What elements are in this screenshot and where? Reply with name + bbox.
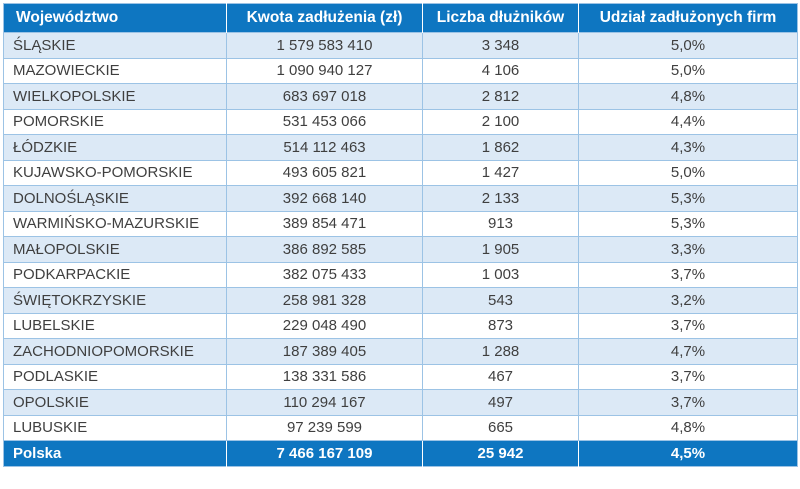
cell-3-0: POMORSKIE — [3, 108, 227, 135]
cell-14-0: OPOLSKIE — [3, 389, 227, 416]
cell-3-1: 531 453 066 — [226, 108, 423, 135]
cell-4-0: ŁÓDZKIE — [3, 134, 227, 161]
cell-5-3: 5,0% — [578, 159, 798, 186]
cell-14-1: 110 294 167 — [226, 389, 423, 416]
cell-7-2: 913 — [422, 210, 579, 237]
cell-9-2: 1 003 — [422, 261, 579, 288]
footer-row-polska: Polska 7 466 167 109 25 942 4,5% — [3, 440, 798, 467]
table-row-5: KUJAWSKO-POMORSKIE 493 605 821 1 427 5,0% — [3, 159, 798, 186]
cell-10-0: ŚWIĘTOKRZYSKIE — [3, 287, 227, 314]
cell-7-0: WARMIŃSKO-MAZURSKIE — [3, 210, 227, 237]
cell-6-0: DOLNOŚLĄSKIE — [3, 185, 227, 212]
cell-11-3: 3,7% — [578, 312, 798, 339]
cell-1-3: 5,0% — [578, 57, 798, 84]
cell-0-1: 1 579 583 410 — [226, 32, 423, 59]
table-row-2: WIELKOPOLSKIE 683 697 018 2 812 4,8% — [3, 83, 798, 110]
cell-15-2: 665 — [422, 414, 579, 441]
cell-2-1: 683 697 018 — [226, 83, 423, 110]
table-row-6: DOLNOŚLĄSKIE 392 668 140 2 133 5,3% — [3, 185, 798, 212]
cell-13-2: 467 — [422, 363, 579, 390]
cell-8-2: 1 905 — [422, 236, 579, 263]
cell-11-2: 873 — [422, 312, 579, 339]
cell-15-3: 4,8% — [578, 414, 798, 441]
column-header-0: Województwo — [3, 3, 227, 33]
cell-0-2: 3 348 — [422, 32, 579, 59]
table-row-4: ŁÓDZKIE 514 112 463 1 862 4,3% — [3, 134, 798, 161]
cell-14-3: 3,7% — [578, 389, 798, 416]
cell-5-2: 1 427 — [422, 159, 579, 186]
table-row-0: ŚLĄSKIE 1 579 583 410 3 348 5,0% — [3, 32, 798, 59]
cell-9-1: 382 075 433 — [226, 261, 423, 288]
table-row-8: MAŁOPOLSKIE 386 892 585 1 905 3,3% — [3, 236, 798, 263]
cell-7-1: 389 854 471 — [226, 210, 423, 237]
footer-cell-2: 25 942 — [422, 440, 579, 467]
table-row-3: POMORSKIE 531 453 066 2 100 4,4% — [3, 108, 798, 135]
cell-11-1: 229 048 490 — [226, 312, 423, 339]
table-row-13: PODLASKIE 138 331 586 467 3,7% — [3, 363, 798, 390]
header-row: Województwo Kwota zadłużenia (zł) Liczba d… — [3, 3, 798, 33]
cell-8-1: 386 892 585 — [226, 236, 423, 263]
table-row-11: LUBELSKIE 229 048 490 873 3,7% — [3, 312, 798, 339]
cell-12-0: ZACHODNIOPOMORSKIE — [3, 338, 227, 365]
cell-5-0: KUJAWSKO-POMORSKIE — [3, 159, 227, 186]
cell-8-3: 3,3% — [578, 236, 798, 263]
cell-13-0: PODLASKIE — [3, 363, 227, 390]
cell-7-3: 5,3% — [578, 210, 798, 237]
table-row-1: MAZOWIECKIE 1 090 940 127 4 106 5,0% — [3, 57, 798, 84]
cell-4-1: 514 112 463 — [226, 134, 423, 161]
table-header: Województwo Kwota zadłużenia (zł) Liczba d… — [3, 3, 798, 33]
cell-15-1: 97 239 599 — [226, 414, 423, 441]
cell-12-3: 4,7% — [578, 338, 798, 365]
cell-6-3: 5,3% — [578, 185, 798, 212]
cell-8-0: MAŁOPOLSKIE — [3, 236, 227, 263]
debt-by-voivodeship-table: Województwo Kwota zadłużenia (zł) Liczba d… — [3, 3, 798, 467]
cell-14-2: 497 — [422, 389, 579, 416]
cell-2-3: 4,8% — [578, 83, 798, 110]
cell-10-2: 543 — [422, 287, 579, 314]
table-row-9: PODKARPACKIE 382 075 433 1 003 3,7% — [3, 261, 798, 288]
footer-cell-0: Polska — [3, 440, 227, 467]
table-row-15: LUBUSKIE 97 239 599 665 4,8% — [3, 414, 798, 441]
cell-6-2: 2 133 — [422, 185, 579, 212]
column-header-2: Liczba dłużników — [422, 3, 579, 33]
cell-0-3: 5,0% — [578, 32, 798, 59]
cell-15-0: LUBUSKIE — [3, 414, 227, 441]
cell-4-3: 4,3% — [578, 134, 798, 161]
cell-1-2: 4 106 — [422, 57, 579, 84]
cell-10-1: 258 981 328 — [226, 287, 423, 314]
table-row-10: ŚWIĘTOKRZYSKIE 258 981 328 543 3,2% — [3, 287, 798, 314]
cell-13-3: 3,7% — [578, 363, 798, 390]
cell-12-1: 187 389 405 — [226, 338, 423, 365]
cell-0-0: ŚLĄSKIE — [3, 32, 227, 59]
cell-1-0: MAZOWIECKIE — [3, 57, 227, 84]
cell-2-0: WIELKOPOLSKIE — [3, 83, 227, 110]
cell-3-3: 4,4% — [578, 108, 798, 135]
table-row-7: WARMIŃSKO-MAZURSKIE 389 854 471 913 5,3% — [3, 210, 798, 237]
cell-2-2: 2 812 — [422, 83, 579, 110]
cell-12-2: 1 288 — [422, 338, 579, 365]
cell-5-1: 493 605 821 — [226, 159, 423, 186]
footer-cell-1: 7 466 167 109 — [226, 440, 423, 467]
cell-13-1: 138 331 586 — [226, 363, 423, 390]
footer-cell-3: 4,5% — [578, 440, 798, 467]
cell-11-0: LUBELSKIE — [3, 312, 227, 339]
table-row-14: OPOLSKIE 110 294 167 497 3,7% — [3, 389, 798, 416]
cell-1-1: 1 090 940 127 — [226, 57, 423, 84]
cell-3-2: 2 100 — [422, 108, 579, 135]
table-body: ŚLĄSKIE 1 579 583 410 3 348 5,0% MAZOWIECKIE… — [3, 32, 798, 441]
table-footer: Polska 7 466 167 109 25 942 4,5% — [3, 440, 798, 467]
cell-10-3: 3,2% — [578, 287, 798, 314]
cell-9-0: PODKARPACKIE — [3, 261, 227, 288]
table-row-12: ZACHODNIOPOMORSKIE 187 389 405 1 288 4,7% — [3, 338, 798, 365]
column-header-3: Udział zadłużonych firm — [578, 3, 798, 33]
cell-9-3: 3,7% — [578, 261, 798, 288]
cell-6-1: 392 668 140 — [226, 185, 423, 212]
cell-4-2: 1 862 — [422, 134, 579, 161]
column-header-1: Kwota zadłużenia (zł) — [226, 3, 423, 33]
